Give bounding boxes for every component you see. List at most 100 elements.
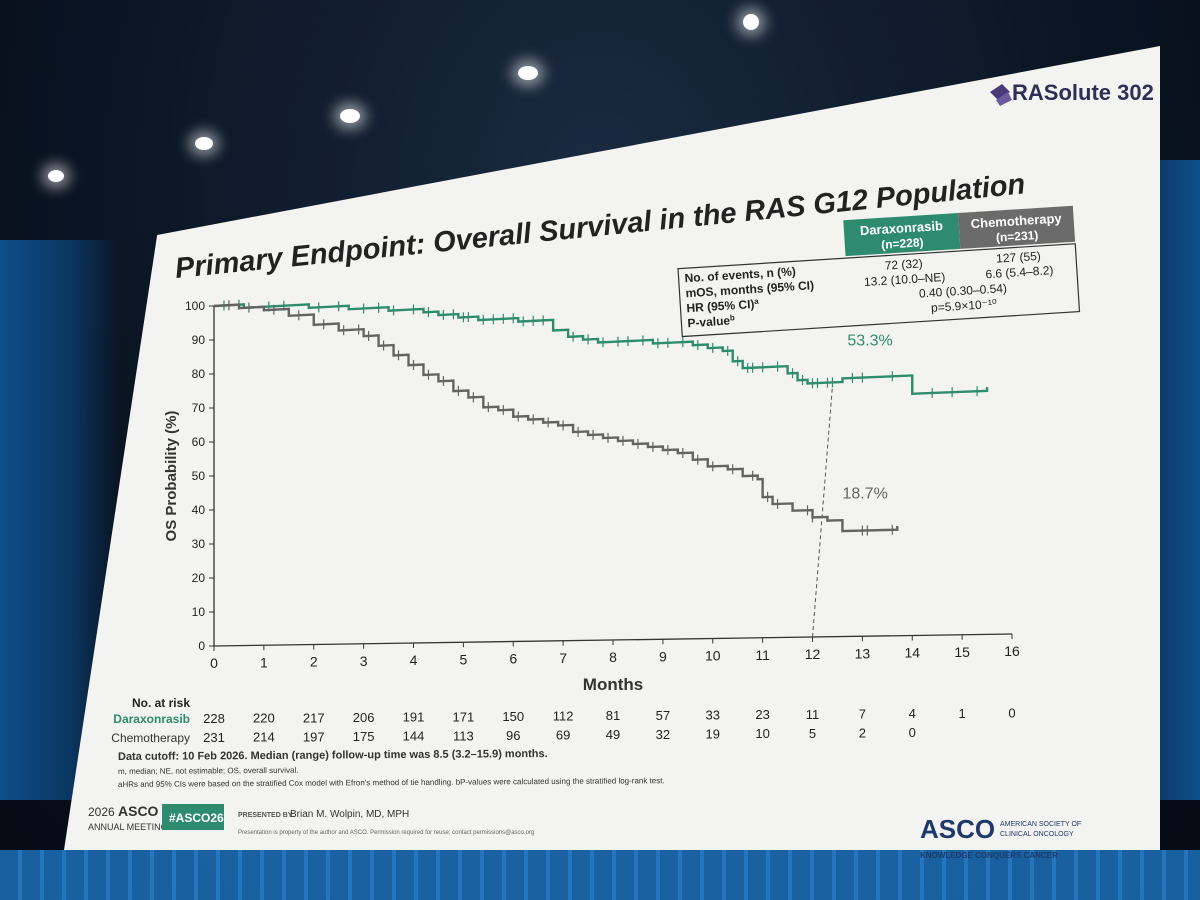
risk-count: 144 <box>403 729 425 744</box>
stats-table-frame <box>677 243 1081 338</box>
x-tick-label: 16 <box>1004 643 1020 659</box>
stats-row-label: P-valueb <box>687 313 735 330</box>
daraxonrasib-landmark-label: 53.3% <box>847 332 892 349</box>
y-axis-label: OS Probability (%) <box>163 411 180 542</box>
risk-row-label: Chemotherapy <box>111 731 190 745</box>
y-tick-label: 10 <box>192 605 206 619</box>
stage-led-strip <box>0 850 1200 900</box>
daraxonrasib-header-cell <box>843 212 961 257</box>
stats-row-label: No. of events, n (%) <box>684 264 796 285</box>
x-tick-label: 1 <box>260 654 268 670</box>
y-tick-label: 70 <box>192 401 206 415</box>
asco-tagline: KNOWLEDGE CONQUERS CANCER <box>920 851 1058 860</box>
y-tick-label: 50 <box>192 469 206 483</box>
x-tick-label: 6 <box>509 651 517 667</box>
x-tick-label: 15 <box>954 644 970 660</box>
footnote-marker: b <box>730 313 736 322</box>
chemotherapy-km-curve <box>213 303 899 533</box>
ceiling-light <box>518 66 538 80</box>
risk-count: 10 <box>755 726 769 741</box>
x-tick-label: 14 <box>904 645 920 661</box>
arm-n: (n=228) <box>881 235 924 252</box>
x-axis-label: Months <box>583 675 643 694</box>
x-tick-label: 0 <box>210 655 218 671</box>
risk-count: 112 <box>553 709 574 724</box>
risk-count: 191 <box>403 710 425 725</box>
slide-footer: 2026 ASCO ANNUAL MEETING #ASCO26 PRESENT… <box>88 803 1081 860</box>
arm-n: (n=231) <box>996 228 1039 245</box>
daraxonrasib-km-curve <box>213 303 989 396</box>
risk-count: 32 <box>656 727 670 742</box>
risk-count: 197 <box>303 729 325 744</box>
stats-value: 0.40 (0.30–0.54) <box>919 281 1008 301</box>
risk-count: 4 <box>909 706 916 721</box>
x-tick-label: 2 <box>310 654 318 670</box>
asco-full-name-1: AMERICAN SOCIETY OF <box>1000 821 1081 828</box>
risk-count: 7 <box>859 706 866 721</box>
footnote-abbrev: m, median; NE, not estimable; OS, overal… <box>118 766 299 776</box>
footnote-cutoff: Data cutoff: 10 Feb 2026. Median (range)… <box>118 748 548 763</box>
arm-name: Daraxonrasib <box>859 218 943 238</box>
stats-value: 127 (55) <box>996 249 1041 266</box>
brand-label: RASolute 302 <box>1012 80 1154 105</box>
risk-count: 231 <box>203 730 225 745</box>
risk-count: 113 <box>453 728 474 743</box>
y-tick-label: 90 <box>192 333 206 347</box>
risk-count: 33 <box>706 708 720 723</box>
asco-full-name-2: CLINICAL ONCOLOGY <box>1000 831 1074 838</box>
risk-count: 214 <box>253 730 275 745</box>
footnote-marker: a <box>754 297 760 306</box>
risk-table-header: No. at risk <box>132 696 190 710</box>
risk-row-label: Daraxonrasib <box>113 712 190 726</box>
y-tick-label: 0 <box>198 639 205 653</box>
risk-count: 2 <box>859 725 866 740</box>
footnotes: Data cutoff: 10 Feb 2026. Median (range)… <box>118 748 665 789</box>
stats-value: 6.6 (5.4–8.2) <box>985 263 1054 281</box>
rasolute-logo-icon <box>990 84 1010 100</box>
hashtag-badge <box>162 804 224 830</box>
x-tick-label: 9 <box>659 648 667 664</box>
x-tick-label: 3 <box>360 653 368 669</box>
presented-by-label: PRESENTED BY: <box>238 812 294 819</box>
rasolute-logo-icon <box>996 92 1012 106</box>
stats-table: Daraxonrasib(n=228) Chemotherapy(n=231) No… <box>677 205 1081 338</box>
meeting-name: ANNUAL MEETING <box>88 822 168 832</box>
stats-value: 13.2 (10.0–NE) <box>864 270 946 289</box>
footnote-methods: aHRs and 95% CIs were based on the strat… <box>118 776 665 789</box>
risk-count: 220 <box>253 711 275 726</box>
risk-count: 23 <box>755 707 769 722</box>
risk-count: 217 <box>303 710 325 725</box>
y-tick-label: 60 <box>192 435 206 449</box>
risk-count: 19 <box>706 727 720 742</box>
risk-count: 57 <box>656 708 670 723</box>
x-tick-label: 4 <box>410 652 418 668</box>
chemotherapy-header-cell <box>958 205 1076 249</box>
x-tick-label: 13 <box>855 645 871 661</box>
y-tick-label: 40 <box>192 503 206 517</box>
risk-count: 171 <box>453 709 475 724</box>
chemotherapy-landmark-label: 18.7% <box>842 485 887 502</box>
x-tick-label: 12 <box>805 646 821 662</box>
y-tick-label: 80 <box>192 367 206 381</box>
copyright-notice: Presentation is property of the author a… <box>238 830 534 836</box>
meeting-year: 2026 <box>88 805 115 819</box>
risk-count: 206 <box>353 710 375 725</box>
km-plot: 0 1 2 3 4 5 6 7 8 9 10 11 12 13 14 15 160102030405060708… <box>163 299 1020 694</box>
ceiling-light <box>340 109 360 123</box>
rasolute-logo: RASolute 302 <box>990 80 1154 106</box>
meeting-org: ASCO <box>118 803 159 819</box>
stats-value: 72 (32) <box>884 256 923 272</box>
risk-count: 96 <box>506 728 520 743</box>
y-tick-label: 20 <box>192 571 206 585</box>
x-tick-label: 10 <box>705 648 721 664</box>
risk-count: 69 <box>556 728 570 743</box>
ceiling-light <box>48 170 64 182</box>
risk-count: 49 <box>606 727 620 742</box>
x-tick-label: 8 <box>609 649 617 665</box>
risk-count: 175 <box>353 729 375 744</box>
x-tick-label: 7 <box>559 650 567 666</box>
arm-name: Chemotherapy <box>970 210 1063 231</box>
risk-count: 81 <box>606 708 620 723</box>
